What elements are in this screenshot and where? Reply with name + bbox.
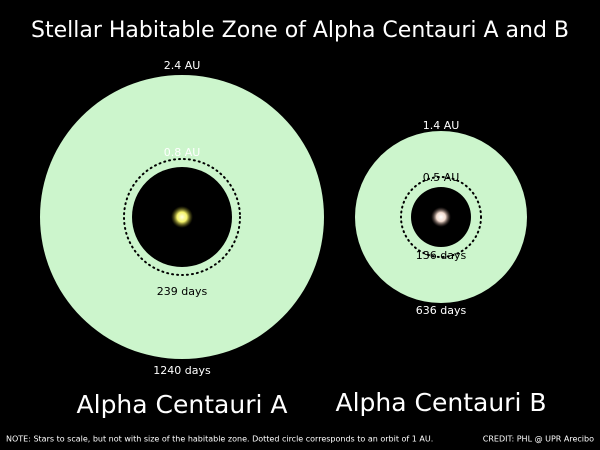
star — [171, 206, 193, 228]
title: Stellar Habitable Zone of Alpha Centauri… — [31, 18, 569, 43]
inner-edge: 0.5 AU — [423, 171, 460, 184]
outer-period: 636 days — [416, 304, 467, 317]
orbit-1au — [123, 158, 241, 276]
system-a: 2.4 AU 0.8 AU 239 days 1240 days Alpha C… — [40, 59, 324, 419]
star — [431, 207, 451, 227]
credit: CREDIT: PHL @ UPR Arecibo — [483, 435, 594, 444]
outer-edge: 1.4 AU — [423, 119, 460, 132]
star-name: Alpha Centauri A — [77, 390, 288, 419]
inner-period: 239 days — [157, 285, 208, 298]
note: NOTE: Stars to scale, but not with size … — [6, 435, 433, 444]
outer-edge: 2.4 AU — [164, 59, 201, 72]
star-name: Alpha Centauri B — [336, 388, 547, 417]
inner-period: 136 days — [416, 249, 467, 262]
orbit-1au — [400, 176, 482, 258]
inner-edge: 0.8 AU — [164, 146, 201, 159]
outer-period: 1240 days — [153, 364, 211, 377]
system-b: 1.4 AU 0.5 AU 136 days 636 days Alpha Ce… — [336, 119, 547, 417]
